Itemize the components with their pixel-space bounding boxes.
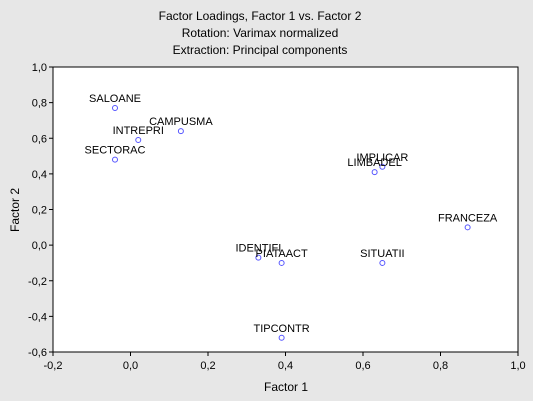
- data-point: [112, 104, 118, 111]
- y-tick-label: 0,0: [32, 240, 47, 252]
- y-tick-label: 0,8: [32, 98, 47, 110]
- point-label: CAMPUSMA: [149, 116, 213, 128]
- x-tick-label: 0,4: [278, 360, 293, 372]
- y-tick-label: 0,4: [32, 169, 47, 181]
- data-point: [371, 169, 378, 176]
- point-label: LIMBADEL: [347, 157, 401, 169]
- point-label: IMPLICAR: [356, 152, 408, 164]
- x-tick-label: 0,0: [123, 360, 138, 372]
- point-label: PIATAACT: [256, 248, 308, 260]
- chart-subtitle-rotation: Rotation: Varimax normalized: [182, 26, 339, 40]
- x-tick-label: 0,8: [433, 360, 448, 372]
- y-tick-label: -0,6: [28, 347, 47, 359]
- chart-subtitle-extraction: Extraction: Principal components: [173, 43, 348, 57]
- point-label: TIPCONTR: [254, 323, 310, 335]
- point-label: SITUATII: [360, 248, 404, 260]
- x-axis-title: Factor 1: [264, 380, 308, 394]
- data-point: [278, 259, 285, 266]
- x-tick-label: -0,2: [44, 360, 63, 372]
- chart-title-block: Factor Loadings, Factor 1 vs. Factor 2 R…: [159, 9, 362, 57]
- data-point: [177, 128, 184, 135]
- y-tick-label: -0,4: [28, 311, 47, 323]
- data-point: [379, 163, 386, 170]
- data-point: [464, 224, 471, 231]
- data-point: [278, 334, 285, 341]
- x-axis: -0,2 0,0 0,2 0,4 0,6 0,8 1,0: [44, 352, 526, 372]
- plot-area: [52, 66, 519, 353]
- y-tick-label: 0,6: [32, 133, 47, 145]
- y-tick-label: -0,2: [28, 276, 47, 288]
- y-tick-label: 1,0: [32, 62, 47, 74]
- x-tick-label: 1,0: [510, 360, 525, 372]
- data-point: [135, 137, 142, 144]
- y-axis-title: Factor 2: [8, 188, 22, 232]
- point-label: IDENTIFI: [235, 243, 281, 255]
- chart-title: Factor Loadings, Factor 1 vs. Factor 2: [159, 9, 362, 23]
- x-tick-label: 0,2: [200, 360, 215, 372]
- point-label: FRANCEZA: [438, 212, 498, 224]
- data-point: [255, 254, 262, 261]
- x-tick-label: 0,6: [355, 360, 370, 372]
- data-point: [112, 156, 118, 163]
- point-label: INTREPRI: [113, 125, 164, 137]
- y-tick-label: 0,2: [32, 205, 47, 217]
- data-point: [379, 259, 386, 266]
- point-label: SALOANE: [89, 93, 141, 105]
- y-axis: -0,6 -0,4 -0,2 0,0 0,2 0,4 0,6 0,8 1,0: [28, 62, 53, 359]
- point-label: SECTORAC: [85, 145, 146, 157]
